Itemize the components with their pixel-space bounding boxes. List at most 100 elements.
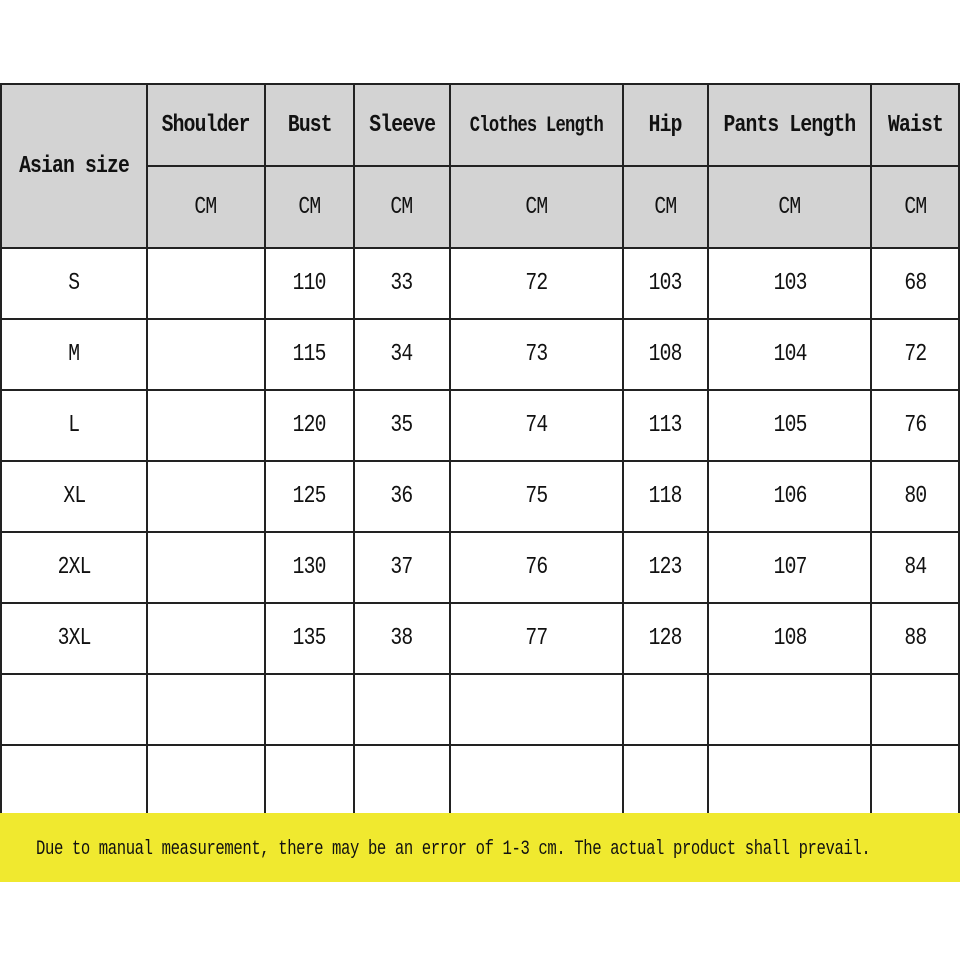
cell-value: 80: [904, 483, 927, 510]
measurement-cell: 84: [870, 531, 960, 604]
cell-value: 77: [525, 625, 548, 652]
cell-value: 72: [904, 341, 927, 368]
measurement-note-banner: Due to manual measurement, there may be …: [0, 813, 960, 882]
measurement-cell: 74: [448, 389, 624, 462]
measurement-cell: 104: [707, 318, 873, 391]
cell-value: 2XL: [57, 554, 91, 581]
measurement-cell: 68: [870, 247, 960, 320]
table-row: [0, 744, 960, 817]
measurement-cell: 118: [621, 460, 710, 533]
measurement-cell: [707, 673, 873, 746]
unit-cell: CM: [707, 165, 873, 249]
measurement-cell: 35: [352, 389, 451, 462]
measurement-cell: [621, 744, 710, 817]
measurement-cell: 110: [263, 247, 355, 320]
cell-value: 37: [390, 554, 414, 581]
table-row: L 120 35 74 113 105 76: [0, 389, 960, 462]
unit-label: CM: [654, 193, 677, 221]
table-row: 2XL 130 37 76 123 107 84: [0, 531, 960, 604]
cell-value: 123: [648, 554, 683, 581]
measurement-cell: 125: [263, 460, 355, 533]
measurement-cell: 77: [448, 602, 624, 675]
unit-cell: CM: [145, 165, 266, 249]
measurement-note: Due to manual measurement, there may be …: [36, 838, 871, 861]
unit-label: CM: [390, 193, 414, 221]
measurement-cell: [448, 673, 624, 746]
measurement-cell: [707, 744, 873, 817]
measurement-cell: 80: [870, 460, 960, 533]
header-label: Clothes Length: [469, 112, 604, 138]
unit-label: CM: [778, 193, 802, 221]
cell-value: 125: [292, 483, 327, 510]
measurement-cell: 37: [352, 531, 451, 604]
unit-cell: CM: [448, 165, 624, 249]
cell-value: 110: [292, 270, 327, 297]
measurement-cell: 108: [707, 602, 873, 675]
cell-value: 103: [773, 270, 807, 297]
measurement-cell: 128: [621, 602, 710, 675]
table-row: 3XL 135 38 77 128 108 88: [0, 602, 960, 675]
measurement-cell: [870, 744, 960, 817]
size-cell: 2XL: [0, 531, 148, 604]
measurement-cell: [145, 602, 266, 675]
cell-value: S: [68, 270, 80, 297]
table-row: XL 125 36 75 118 106 80: [0, 460, 960, 533]
unit-cell: CM: [263, 165, 355, 249]
size-cell: [0, 744, 148, 817]
cell-value: 120: [292, 412, 327, 439]
measurement-cell: 76: [448, 531, 624, 604]
measurement-cell: 107: [707, 531, 873, 604]
measurement-cell: 115: [263, 318, 355, 391]
cell-value: 105: [773, 412, 807, 439]
cell-value: 108: [773, 625, 807, 652]
cell-value: 130: [292, 554, 327, 581]
header-sleeve: Sleeve: [352, 83, 451, 167]
measurement-cell: 72: [448, 247, 624, 320]
cell-value: 36: [390, 483, 414, 510]
measurement-cell: 113: [621, 389, 710, 462]
header-waist: Waist: [870, 83, 960, 167]
measurement-cell: [352, 673, 451, 746]
cell-value: 108: [648, 341, 683, 368]
cell-value: L: [68, 412, 80, 439]
header-clothes-length: Clothes Length: [448, 83, 624, 167]
measurement-cell: [145, 318, 266, 391]
header-label: Hip: [648, 111, 683, 139]
header-shoulder: Shoulder: [145, 83, 266, 167]
measurement-cell: 135: [263, 602, 355, 675]
cell-value: 118: [648, 483, 683, 510]
cell-value: 88: [904, 625, 927, 652]
measurement-cell: 108: [621, 318, 710, 391]
cell-value: XL: [62, 483, 86, 510]
unit-label: CM: [904, 193, 927, 221]
cell-value: 68: [904, 270, 927, 297]
size-cell: [0, 673, 148, 746]
unit-cell: CM: [352, 165, 451, 249]
measurement-cell: [448, 744, 624, 817]
measurement-cell: 72: [870, 318, 960, 391]
measurement-cell: [145, 744, 266, 817]
measurement-cell: [145, 673, 266, 746]
size-cell: XL: [0, 460, 148, 533]
cell-value: M: [68, 341, 80, 368]
measurement-cell: [263, 673, 355, 746]
table-row: [0, 673, 960, 746]
cell-value: 103: [648, 270, 683, 297]
cell-value: 3XL: [57, 625, 91, 652]
cell-value: 106: [773, 483, 807, 510]
header-asian-size: Asian size: [0, 83, 148, 249]
measurement-cell: [352, 744, 451, 817]
measurement-cell: 105: [707, 389, 873, 462]
size-cell: 3XL: [0, 602, 148, 675]
size-cell: L: [0, 389, 148, 462]
table-row: M 115 34 73 108 104 72: [0, 318, 960, 391]
header-label: Shoulder: [161, 111, 251, 139]
unit-cell: CM: [870, 165, 960, 249]
measurement-cell: 75: [448, 460, 624, 533]
unit-label: CM: [194, 193, 218, 221]
cell-value: 34: [390, 341, 414, 368]
cell-value: 76: [525, 554, 548, 581]
unit-cell: CM: [621, 165, 710, 249]
unit-row: CM CM CM CM CM CM CM: [1, 165, 960, 249]
measurement-cell: 73: [448, 318, 624, 391]
